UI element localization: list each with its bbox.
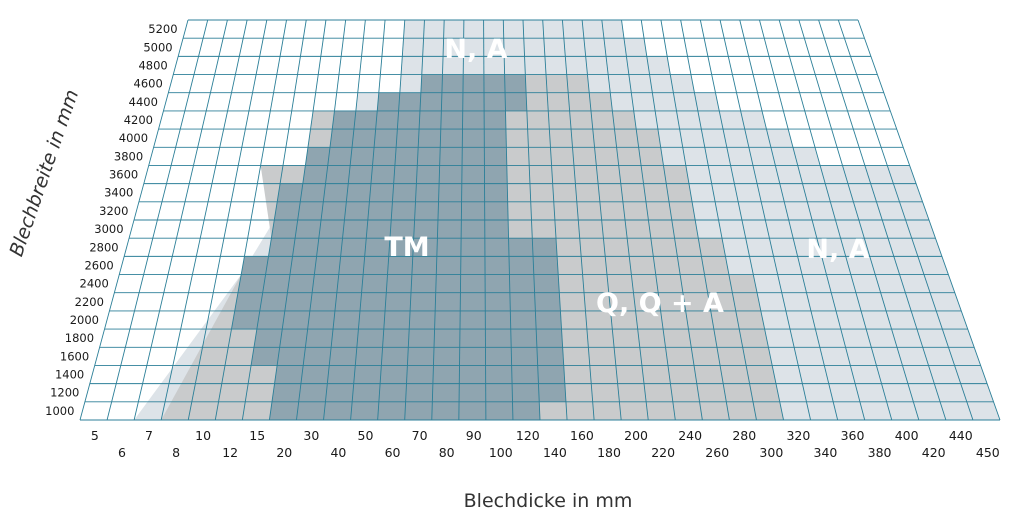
x-tick-label: 100 [489, 445, 513, 460]
x-tick-label: 20 [276, 445, 292, 460]
x-tick-label: 50 [358, 428, 374, 443]
region-label: Q, Q + A [596, 288, 724, 319]
grid-layer [79, 19, 1001, 421]
x-tick-label: 340 [814, 445, 838, 460]
x-tick-label: 140 [543, 445, 567, 460]
x-tick-label: 220 [651, 445, 675, 460]
x-tick-label: 200 [624, 428, 648, 443]
y-tick-label: 4200 [124, 113, 153, 127]
y-tick-label: 2400 [80, 277, 109, 291]
y-tick-label: 5000 [143, 40, 172, 54]
y-tick-label: 2000 [70, 313, 99, 327]
x-tick-label: 90 [466, 428, 482, 443]
y-tick-label: 1400 [55, 368, 84, 382]
y-tick-label: 4600 [134, 77, 163, 91]
x-tick-label: 80 [439, 445, 455, 460]
y-tick-label: 3400 [104, 186, 133, 200]
x-tick-label: 8 [172, 445, 180, 460]
x-tick-label: 450 [976, 445, 1000, 460]
y-tick-label: 1000 [45, 404, 74, 418]
y-tick-label: 3600 [109, 168, 138, 182]
x-tick-label: 120 [516, 428, 540, 443]
y-tick-label: 3000 [94, 222, 123, 236]
region-label: TM [384, 232, 429, 263]
x-tick-label: 260 [705, 445, 729, 460]
y-tick-label: 5200 [148, 22, 177, 36]
region-labels: N, A TM Q, Q + A N, A [384, 34, 869, 319]
y-tick-label: 3800 [114, 149, 143, 163]
y-tick-label: 1600 [60, 349, 89, 363]
x-tick-label: 12 [222, 445, 238, 460]
x-tick-label: 160 [570, 428, 594, 443]
x-tick-label: 320 [786, 428, 810, 443]
x-tick-label: 400 [895, 428, 919, 443]
x-tick-label: 380 [868, 445, 892, 460]
x-tick-label: 440 [949, 428, 973, 443]
x-tick-label: 180 [597, 445, 621, 460]
y-tick-label: 3200 [99, 204, 128, 218]
x-tick-label: 30 [303, 428, 319, 443]
y-axis-title: Blechbreite in mm [5, 87, 83, 260]
y-tick-label: 2200 [75, 295, 104, 309]
y-tick-label: 1200 [50, 386, 79, 400]
x-axis-title: Blechdicke in mm [464, 490, 633, 512]
x-tick-label: 420 [922, 445, 946, 460]
y-tick-label: 4000 [119, 131, 148, 145]
y-tick-label: 4400 [129, 95, 158, 109]
x-tick-label: 7 [145, 428, 153, 443]
region-label: N, A [444, 34, 507, 65]
y-tick-labels: 1000 1200 1400 1600 1800 2000 2200 2400 2600 2800… [45, 22, 177, 418]
y-tick-label: 4800 [138, 58, 167, 72]
y-tick-label: 2600 [84, 258, 113, 272]
x-tick-label: 300 [759, 445, 783, 460]
x-tick-label: 240 [678, 428, 702, 443]
x-tick-label: 60 [385, 445, 401, 460]
x-tick-label: 70 [412, 428, 428, 443]
region-label: N, A [806, 234, 869, 265]
x-tick-labels: 5 7 10 15 30 50 70 90 120 160 200 240 280 320 360 400 44… [91, 428, 1000, 460]
x-tick-label: 360 [841, 428, 865, 443]
x-tick-label: 10 [195, 428, 211, 443]
region-tm [231, 74, 566, 420]
x-tick-label: 15 [249, 428, 265, 443]
y-tick-label: 2800 [89, 240, 118, 254]
y-tick-label: 1800 [65, 331, 94, 345]
x-tick-label: 6 [118, 445, 126, 460]
x-tick-label: 40 [330, 445, 346, 460]
x-tick-label: 5 [91, 428, 99, 443]
x-tick-label: 280 [732, 428, 756, 443]
